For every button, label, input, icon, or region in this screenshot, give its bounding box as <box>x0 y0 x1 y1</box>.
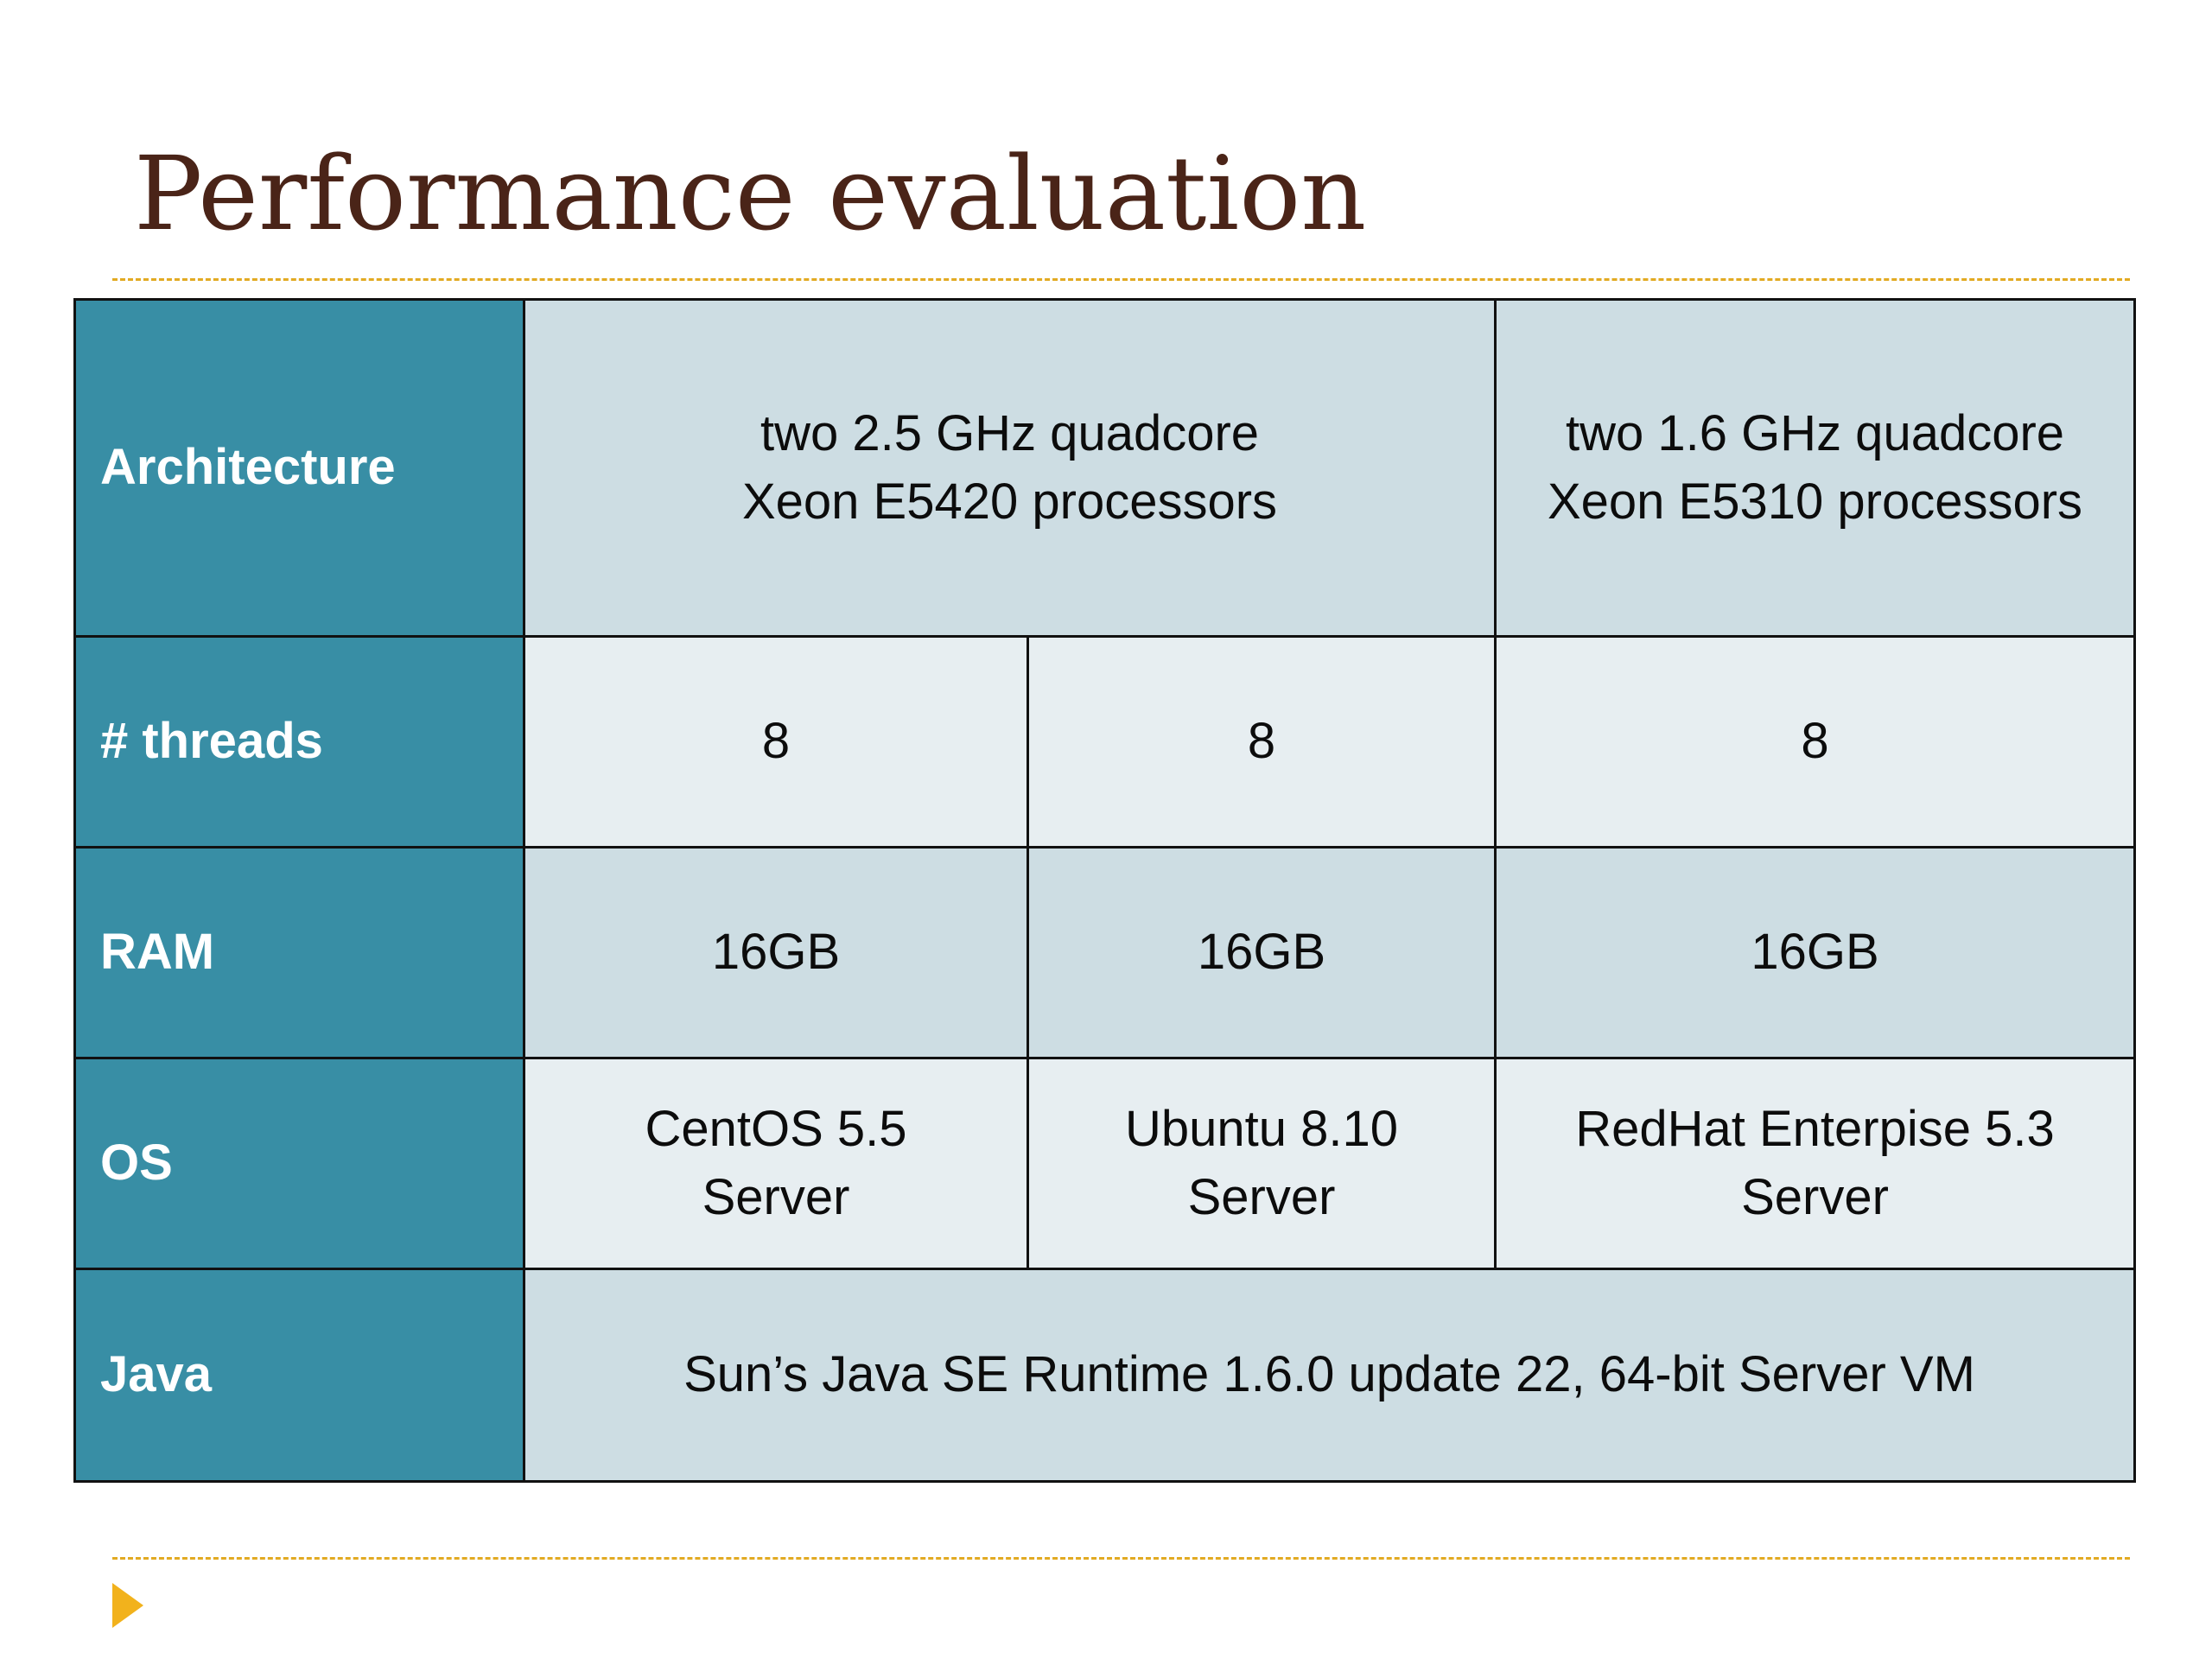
table-row-ram: RAM 16GB 16GB 16GB <box>73 846 2136 1059</box>
architecture-cell-1-line-1: two 2.5 GHz quadcore <box>760 405 1260 462</box>
slide-title: Performance evaluation <box>134 134 1367 253</box>
os-cell-1: CentOS 5.5 Server <box>523 1057 1029 1270</box>
row-header-threads: # threads <box>73 635 525 849</box>
ram-cell-2: 16GB <box>1027 846 1497 1059</box>
os-cell-3-line-2: Server <box>1741 1168 1889 1225</box>
title-divider <box>112 278 2130 281</box>
table-row-java: Java Sun’s Java SE Runtime 1.6.0 update … <box>73 1268 2136 1483</box>
os-cell-3: RedHat Enterpise 5.3 Server <box>1494 1057 2136 1270</box>
threads-cell-3: 8 <box>1494 635 2136 849</box>
os-cell-2-line-1: Ubuntu 8.10 <box>1124 1101 1399 1158</box>
architecture-cell-1-line-2: Xeon E5420 processors <box>741 473 1278 530</box>
os-cell-3-line-1: RedHat Enterpise 5.3 <box>1575 1101 2055 1158</box>
os-cell-1-line-2: Server <box>702 1168 850 1225</box>
row-header-architecture: Architecture <box>73 298 525 638</box>
row-header-ram: RAM <box>73 846 525 1059</box>
java-cell: Sun’s Java SE Runtime 1.6.0 update 22, 6… <box>523 1268 2136 1483</box>
ram-cell-3: 16GB <box>1494 846 2136 1059</box>
architecture-cell-2-line-2: Xeon E5310 processors <box>1547 473 2083 530</box>
row-header-os: OS <box>73 1057 525 1270</box>
architecture-cell-2: two 1.6 GHz quadcore Xeon E5310 processo… <box>1494 298 2136 638</box>
table-row-architecture: Architecture two 2.5 GHz quadcore Xeon E… <box>73 298 2136 638</box>
architecture-cell-2-line-1: two 1.6 GHz quadcore <box>1565 405 2065 462</box>
row-header-java: Java <box>73 1268 525 1483</box>
table-row-os: OS CentOS 5.5 Server Ubuntu 8.10 Server … <box>73 1057 2136 1270</box>
os-cell-2: Ubuntu 8.10 Server <box>1027 1057 1497 1270</box>
architecture-cell-1: two 2.5 GHz quadcore Xeon E5420 processo… <box>523 298 1497 638</box>
threads-cell-1: 8 <box>523 635 1029 849</box>
ram-cell-1: 16GB <box>523 846 1029 1059</box>
os-cell-1-line-1: CentOS 5.5 <box>645 1101 907 1158</box>
os-cell-2-line-2: Server <box>1187 1168 1336 1225</box>
footer-divider <box>112 1557 2130 1560</box>
triangle-right-icon <box>112 1583 143 1628</box>
specs-table: Architecture two 2.5 GHz quadcore Xeon E… <box>73 298 2136 1483</box>
threads-cell-2: 8 <box>1027 635 1497 849</box>
table-row-threads: # threads 8 8 8 <box>73 635 2136 849</box>
